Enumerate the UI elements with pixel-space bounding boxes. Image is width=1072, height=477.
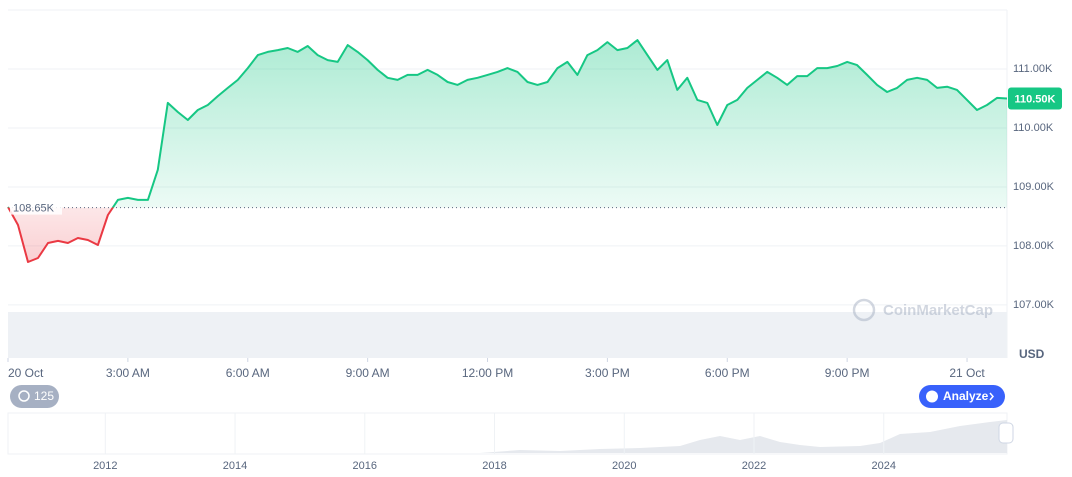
navigator-tick-label: 2012 (93, 460, 117, 472)
y-tick-label: 108.00K (1013, 240, 1055, 252)
x-tick-label: 9:00 AM (346, 366, 390, 380)
y-tick-label: 109.00K (1013, 181, 1055, 193)
x-tick-label: 21 Oct (949, 366, 985, 380)
x-tick-label: 20 Oct (8, 366, 44, 380)
x-tick-label: 3:00 AM (106, 366, 150, 380)
navigator-handle[interactable] (998, 422, 1014, 444)
last-price-bg (1008, 87, 1062, 110)
y-unit: USD (1019, 347, 1045, 361)
navigator-tick-label: 2020 (612, 460, 636, 472)
x-tick-label: 12:00 PM (462, 366, 513, 380)
volume-band (8, 312, 1007, 358)
x-tick-label: 3:00 PM (585, 366, 630, 380)
analyze-button[interactable]: Analyze (919, 385, 1005, 408)
price-line (7, 39, 1008, 263)
watermark: CoinMarketCap (852, 298, 993, 322)
navigator-tick-label: 2014 (223, 460, 247, 472)
x-tick-label: 9:00 PM (825, 366, 870, 380)
navigator-area (480, 420, 1007, 453)
analyze-text[interactable]: Analyze (943, 389, 989, 403)
y-tick-label: 110.00K (1013, 122, 1054, 134)
reference-label: 108.65K (13, 202, 55, 214)
navigator-tick-label: 2018 (482, 460, 506, 472)
x-tick-label: 6:00 AM (226, 366, 270, 380)
watermark-text: CoinMarketCap (883, 302, 993, 319)
reference-label-bg (10, 198, 62, 215)
x-tick-label: 6:00 PM (705, 366, 750, 380)
price-area (8, 40, 1007, 262)
y-tick-label: 107.00K (1013, 299, 1055, 311)
badge-text[interactable]: 125 (34, 389, 54, 403)
analyze-bg[interactable] (919, 385, 1005, 408)
y-tick-label: 111.00K (1013, 63, 1053, 75)
navigator-tick-label: 2024 (872, 460, 896, 472)
history-badge[interactable]: 125 (10, 385, 59, 408)
last-price-label: 110.50K (1015, 93, 1056, 105)
navigator-tick-label: 2016 (353, 460, 377, 472)
navigator-tick-label: 2022 (742, 460, 766, 472)
